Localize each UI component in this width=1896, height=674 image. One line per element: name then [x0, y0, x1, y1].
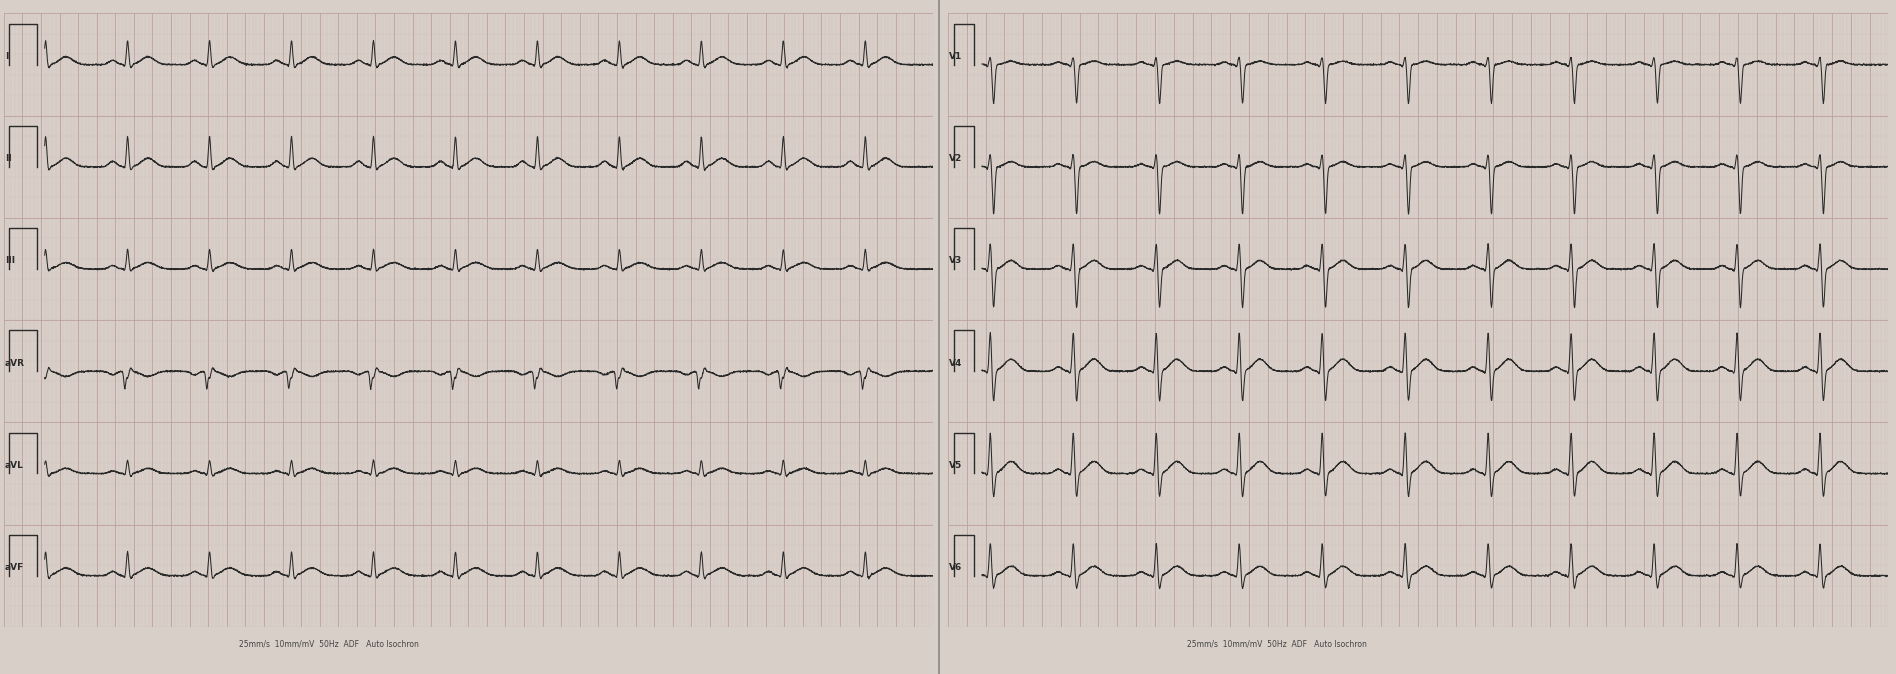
Text: aVR: aVR [4, 359, 25, 367]
Text: V1: V1 [948, 52, 961, 61]
Text: V4: V4 [948, 359, 963, 367]
Text: III: III [4, 256, 15, 266]
Text: I: I [4, 52, 8, 61]
Text: II: II [4, 154, 11, 163]
Text: V5: V5 [948, 461, 961, 470]
Text: 25mm/s  10mm/mV  50Hz  ADF   Auto Isochron: 25mm/s 10mm/mV 50Hz ADF Auto Isochron [1187, 639, 1367, 648]
Text: V6: V6 [948, 563, 961, 572]
Text: V2: V2 [948, 154, 961, 163]
Text: aVL: aVL [4, 461, 23, 470]
Text: aVF: aVF [4, 563, 25, 572]
Text: V3: V3 [948, 256, 961, 266]
Text: 25mm/s  10mm/mV  50Hz  ADF   Auto Isochron: 25mm/s 10mm/mV 50Hz ADF Auto Isochron [239, 639, 419, 648]
